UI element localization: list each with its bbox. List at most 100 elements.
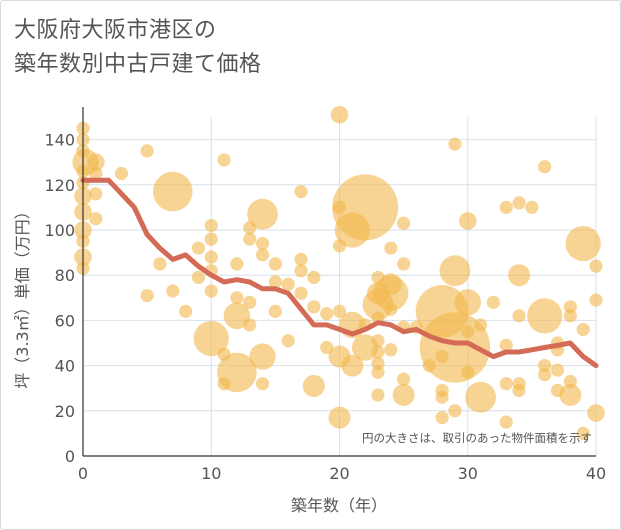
y-tick-label: 140 [44, 131, 75, 150]
data-bubble [140, 288, 154, 303]
data-bubble [499, 415, 513, 429]
data-bubble [512, 383, 526, 398]
data-bubble [204, 284, 218, 298]
data-bubble [473, 318, 488, 332]
data-bubble [499, 200, 513, 214]
data-bubble [204, 218, 218, 233]
trend-line [80, 177, 599, 369]
y-tick-label: 40 [55, 357, 75, 376]
data-bubble [140, 144, 154, 158]
data-bubble [332, 174, 399, 241]
data-bubble [230, 291, 244, 305]
size-annotation: 円の大きさは、取引のあった物件面積を示す [362, 431, 592, 445]
x-tick-label: 20 [329, 464, 349, 483]
data-bubble [230, 257, 244, 271]
data-bubble [179, 304, 193, 318]
data-bubble [448, 404, 462, 418]
data-bubble [508, 264, 531, 287]
data-bubble [454, 289, 481, 316]
data-bubble [268, 304, 282, 318]
data-bubble [302, 374, 325, 397]
data-bubble [320, 307, 334, 321]
data-bubble [435, 410, 449, 425]
data-bubble [439, 255, 471, 287]
data-bubble [294, 286, 308, 300]
data-bubble [525, 200, 539, 214]
data-bubble [384, 241, 398, 255]
y-tick-label: 80 [55, 266, 75, 285]
axes: 0 20 40 60 80 100 120 140 0 10 20 30 40 [44, 107, 606, 483]
data-bubble [255, 377, 270, 391]
data-bubble [576, 322, 590, 337]
data-bubble [538, 160, 552, 174]
data-bubble [373, 275, 409, 311]
data-bubble [223, 302, 251, 330]
data-bubble [576, 426, 590, 440]
data-bubble [281, 277, 295, 291]
data-bubble [397, 372, 411, 386]
data-bubble [538, 359, 552, 373]
data-bubble [294, 264, 308, 278]
data-bubble [589, 293, 603, 307]
data-bubble [87, 153, 105, 171]
data-bubble [307, 270, 321, 285]
data-bubble [330, 105, 349, 124]
data-bubble [255, 248, 270, 262]
data-bubble [243, 232, 257, 246]
chart-title-line-2: 築年数別中古戸建て価格 [14, 52, 262, 77]
data-bubble [512, 309, 526, 323]
data-bubble [371, 388, 385, 402]
x-tick-label: 40 [586, 464, 606, 483]
data-bubble [247, 198, 278, 230]
chart-title-line-1: 大阪府大阪市港区の [14, 18, 217, 43]
data-bubble [268, 257, 282, 271]
data-bubble [397, 216, 411, 230]
data-bubble [341, 354, 364, 377]
data-bubble [217, 352, 257, 393]
data-bubble [255, 236, 270, 251]
y-tick-label: 120 [44, 176, 75, 195]
data-bubble [465, 381, 496, 413]
data-bubble [538, 368, 552, 382]
data-bubble [384, 343, 398, 357]
data-bubble [563, 300, 577, 314]
bubbles [72, 105, 605, 440]
x-tick-label: 10 [201, 464, 221, 483]
data-bubble [89, 212, 103, 226]
x-axis-title: 築年数（年） [291, 496, 387, 515]
data-bubble [320, 340, 334, 355]
data-bubble [392, 383, 415, 406]
data-bubble [294, 184, 308, 199]
data-bubble [371, 345, 385, 359]
data-bubble [458, 212, 477, 230]
data-bubble [294, 252, 308, 266]
data-bubble [153, 257, 167, 271]
data-bubble [527, 298, 563, 334]
data-bubble [371, 334, 385, 348]
data-bubble [589, 259, 603, 273]
data-bubble [587, 404, 605, 422]
data-bubble [243, 318, 257, 332]
data-bubble [193, 320, 229, 357]
y-axis-title: 坪（3.3㎡）単価（万円） [13, 203, 32, 388]
data-bubble [486, 295, 500, 309]
data-bubble [448, 137, 462, 151]
data-bubble [191, 270, 206, 285]
data-bubble [152, 171, 193, 212]
data-bubble [204, 250, 218, 264]
data-bubble [384, 302, 398, 316]
data-bubble [332, 304, 347, 318]
data-bubble [191, 241, 206, 255]
data-bubble [89, 166, 103, 181]
data-bubble [166, 284, 180, 298]
chart-title: 大阪府大阪市港区の 築年数別中古戸建て価格 [14, 14, 434, 82]
data-bubble [307, 300, 321, 314]
data-bubble [249, 343, 276, 370]
data-bubble [512, 196, 526, 210]
data-bubble [563, 309, 577, 323]
data-bubble [565, 225, 601, 262]
y-tick-label: 20 [55, 402, 75, 421]
data-bubble [559, 383, 582, 406]
x-tick-label: 30 [458, 464, 478, 483]
